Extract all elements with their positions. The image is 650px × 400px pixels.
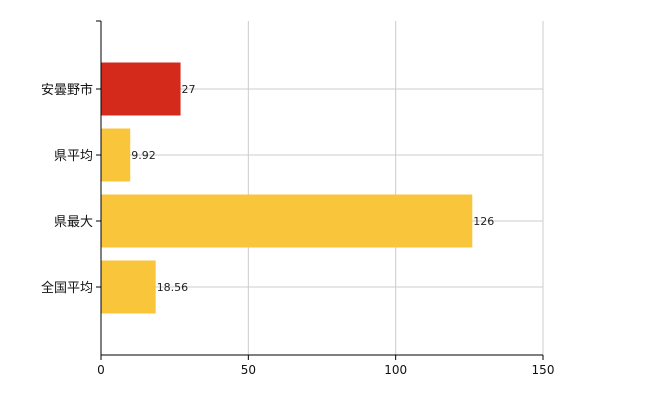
labels: 0 50 100 150 安曇野市 27 県平均 9.92 県最大 126 全国平均 18.56 [41, 82, 554, 377]
x-tick-label: 150 [532, 363, 555, 377]
x-tick-label: 0 [97, 363, 105, 377]
bar [101, 194, 473, 248]
category-label: 県最大 [54, 215, 93, 230]
axes [100, 21, 543, 356]
data-label: 27 [182, 83, 196, 96]
bar [101, 260, 156, 314]
ticks [96, 20, 544, 360]
category-label: 安曇野市 [41, 82, 93, 98]
x-tick-label: 50 [241, 363, 256, 377]
data-label: 9.92 [131, 149, 156, 162]
x-tick-label: 100 [384, 363, 407, 377]
category-label: 全国平均 [41, 280, 93, 296]
bars [101, 62, 473, 314]
bar [101, 62, 181, 116]
data-label: 18.56 [157, 281, 189, 294]
bar [101, 128, 131, 182]
data-label: 126 [473, 215, 494, 228]
category-label: 県平均 [54, 149, 93, 164]
